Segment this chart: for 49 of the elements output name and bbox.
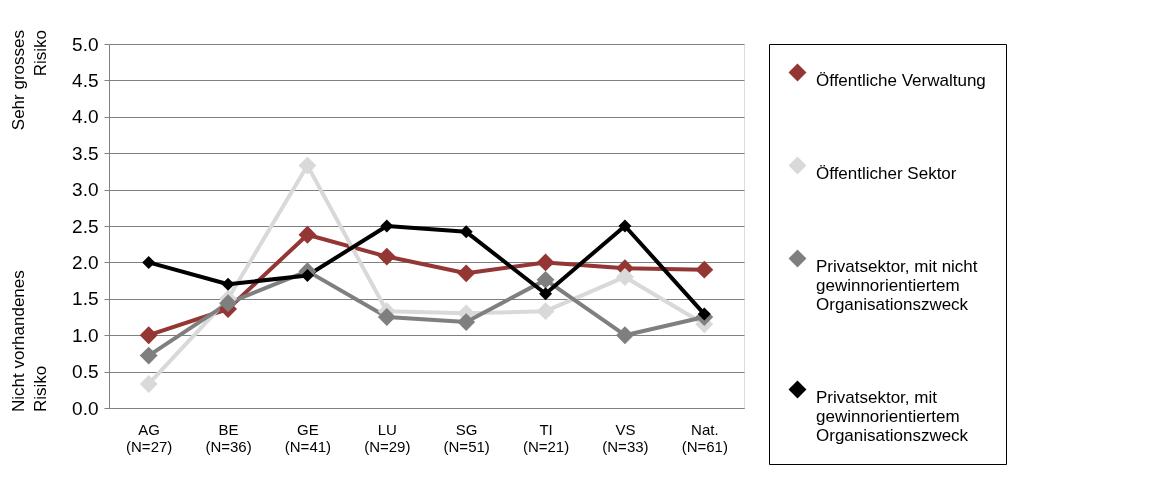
point <box>536 253 555 272</box>
x-tick-label: GE (N=41) <box>284 420 332 455</box>
point <box>457 313 476 332</box>
x-tick-label: LU (N=29) <box>364 420 411 455</box>
point <box>615 326 634 345</box>
x-tick-label: SG (N=51) <box>443 420 490 455</box>
y-tick-label: 4.5 <box>72 69 99 91</box>
point <box>536 270 555 289</box>
point <box>615 268 634 286</box>
x-tick-label: Nat. (N=61) <box>681 420 728 455</box>
point <box>697 307 711 321</box>
point <box>142 255 156 269</box>
point <box>377 247 396 266</box>
y-tick-label: 1.5 <box>72 288 99 310</box>
point <box>459 225 473 239</box>
point <box>536 302 555 321</box>
y-tick-label: 2.5 <box>72 215 99 237</box>
point <box>139 375 158 393</box>
y-tick-label: 1.0 <box>72 324 99 346</box>
text: Nicht vorhandenes Risiko <box>9 270 50 412</box>
point <box>221 277 235 291</box>
y-tick-label: 4.0 <box>72 106 99 128</box>
point <box>219 294 238 313</box>
point <box>298 225 317 244</box>
point <box>377 308 396 326</box>
y-tick-label: 2.0 <box>72 251 99 273</box>
legend-label: Privatsektor, mit gewinnorientiertem Organisationszweck <box>816 387 969 445</box>
x-tick-label: AG (N=27) <box>126 420 173 455</box>
y-tick-label: 5.0 <box>72 33 99 55</box>
point <box>695 260 714 279</box>
point <box>139 326 158 345</box>
point <box>457 264 476 283</box>
y-tick-label: 0.0 <box>72 397 99 419</box>
point <box>139 346 158 365</box>
legend-label: Öffentliche Verwaltung <box>816 70 986 90</box>
point <box>380 219 394 233</box>
x-tick-label: TI (N=21) <box>522 420 570 455</box>
text: Sehr grosses Risiko <box>9 30 50 131</box>
point <box>539 287 553 301</box>
y-tick-label: 0.5 <box>72 361 99 383</box>
point <box>300 268 314 283</box>
legend-label: Privatsektor, mit nicht gewinnorientiertem Organisationszweck <box>816 256 978 314</box>
y-tick-label: 3.5 <box>72 142 99 164</box>
x-tick-label: BE (N=36) <box>205 420 252 455</box>
y-tick-label: 3.0 <box>72 179 99 201</box>
legend-label: Öffentlicher Sektor <box>816 163 957 183</box>
point <box>298 156 317 175</box>
x-tick-label: VS (N=33) <box>602 420 649 455</box>
point <box>618 219 632 233</box>
